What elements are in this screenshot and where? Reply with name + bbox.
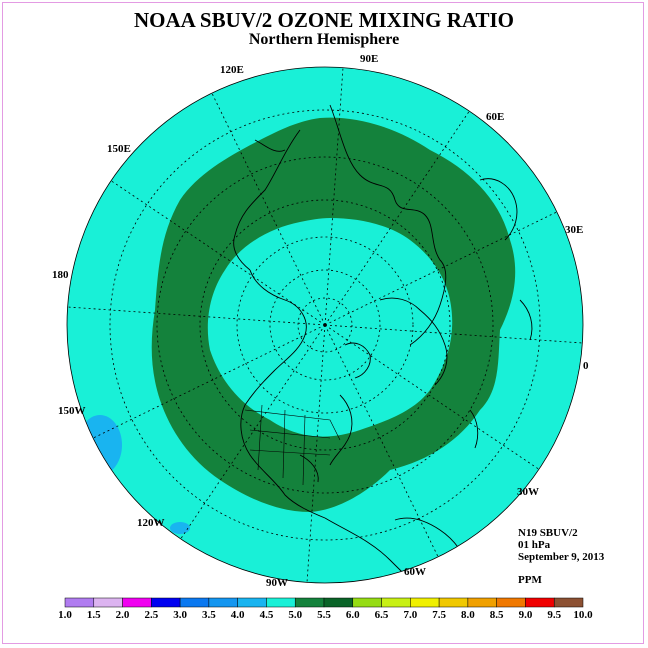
colorbar-tick-label: 5.0	[288, 609, 302, 621]
meridian-line	[211, 92, 326, 326]
colorbar-swatch	[467, 597, 497, 608]
lon-label-150e: 150E	[107, 143, 131, 155]
colorbar-tick-label: 2.0	[116, 609, 130, 621]
colorbar-tick-label: 7.0	[403, 609, 417, 621]
colorbar-tick-label: 7.5	[432, 609, 446, 621]
lon-label-30w: 30W	[517, 486, 539, 498]
colorbar-swatch	[64, 597, 95, 608]
colorbar-swatch	[122, 597, 152, 608]
colorbar-tick-label: 4.0	[231, 609, 245, 621]
colorbar-tick-label: 8.0	[461, 609, 475, 621]
meridian-lines	[67, 67, 583, 583]
colorbar-swatch	[381, 597, 411, 608]
meridian-line	[180, 324, 326, 540]
info-instrument: N19 SBUV/2	[518, 527, 578, 539]
colorbar-swatch	[410, 597, 440, 608]
colorbar-swatch	[151, 597, 181, 608]
colorbar: 1.0 1.5 2.0 2.5 3.0 3.5 4.0 4.5 5.0 5.5 6.0 6.5 7.0 7…	[58, 597, 593, 621]
colorbar-swatch	[294, 597, 325, 608]
colorbar-swatch	[496, 597, 526, 608]
colorbar-tick-label: 2.5	[144, 609, 158, 621]
meridian-line	[92, 324, 326, 439]
colorbar-tick-label: 5.5	[317, 609, 331, 621]
meridian-line	[324, 110, 470, 326]
lon-label-60w: 60W	[404, 566, 426, 578]
lon-label-60e: 60E	[486, 111, 504, 123]
info-date: September 9, 2013	[518, 551, 605, 563]
lon-label-180: 180	[52, 269, 69, 281]
lon-label-0: 0	[583, 360, 589, 372]
colorbar-tick-label: 9.0	[519, 609, 533, 621]
colorbar-tick-label: 1.5	[87, 609, 101, 621]
page-subtitle: Northern Hemisphere	[248, 31, 400, 48]
map-border	[66, 66, 584, 584]
colorbar-swatch	[438, 597, 469, 608]
meridian-line	[324, 324, 439, 558]
latitude-circles	[109, 109, 541, 541]
contour-low-pocket	[78, 415, 122, 475]
colorbar-tick-label: 4.5	[260, 609, 274, 621]
longitude-labels: 90E 60E 30E 0 30W 60W 90W 120W 150W 180 …	[52, 53, 589, 589]
colorbar-swatch	[237, 597, 267, 608]
page-title: NOAA SBUV/2 OZONE MIXING RATIO	[134, 8, 514, 32]
colorbar-tick-label: 1.0	[58, 609, 72, 621]
meridian-line	[324, 211, 558, 326]
colorbar-tick-label: 3.5	[202, 609, 216, 621]
colorbar-swatch	[352, 597, 382, 608]
colorbar-tick-label: 10.0	[573, 609, 593, 621]
lon-label-120w: 120W	[137, 517, 165, 529]
lon-label-150w: 150W	[58, 405, 86, 417]
meridian-line	[67, 306, 326, 326]
contour-low-pocket-2	[170, 522, 190, 534]
colorbar-swatch	[525, 597, 555, 608]
colorbar-swatch	[266, 597, 296, 608]
meridian-line	[306, 324, 326, 583]
info-level: 01 hPa	[518, 539, 551, 551]
colorbar-tick-label: 3.0	[173, 609, 187, 621]
colorbar-tick-label: 9.5	[547, 609, 561, 621]
colorbar-tick-label: 6.0	[346, 609, 360, 621]
lon-label-90w: 90W	[266, 577, 288, 589]
lon-label-30e: 30E	[565, 224, 583, 236]
colorbar-tick-label: 8.5	[490, 609, 504, 621]
lon-label-90e: 90E	[360, 53, 378, 65]
us-state-lines	[244, 404, 341, 486]
meridian-line	[324, 324, 540, 470]
colorbar-swatch	[179, 597, 210, 608]
colorbar-swatch	[93, 597, 123, 608]
colorbar-tick-label: 6.5	[375, 609, 389, 621]
meridian-line	[110, 180, 326, 326]
info-units: PPM	[518, 574, 542, 586]
colorbar-swatch	[553, 597, 584, 608]
meridian-line	[324, 324, 583, 344]
lon-label-120e: 120E	[220, 64, 244, 76]
colorbar-swatch	[323, 597, 354, 608]
meridian-line	[324, 67, 344, 326]
colorbar-swatch	[208, 597, 238, 608]
